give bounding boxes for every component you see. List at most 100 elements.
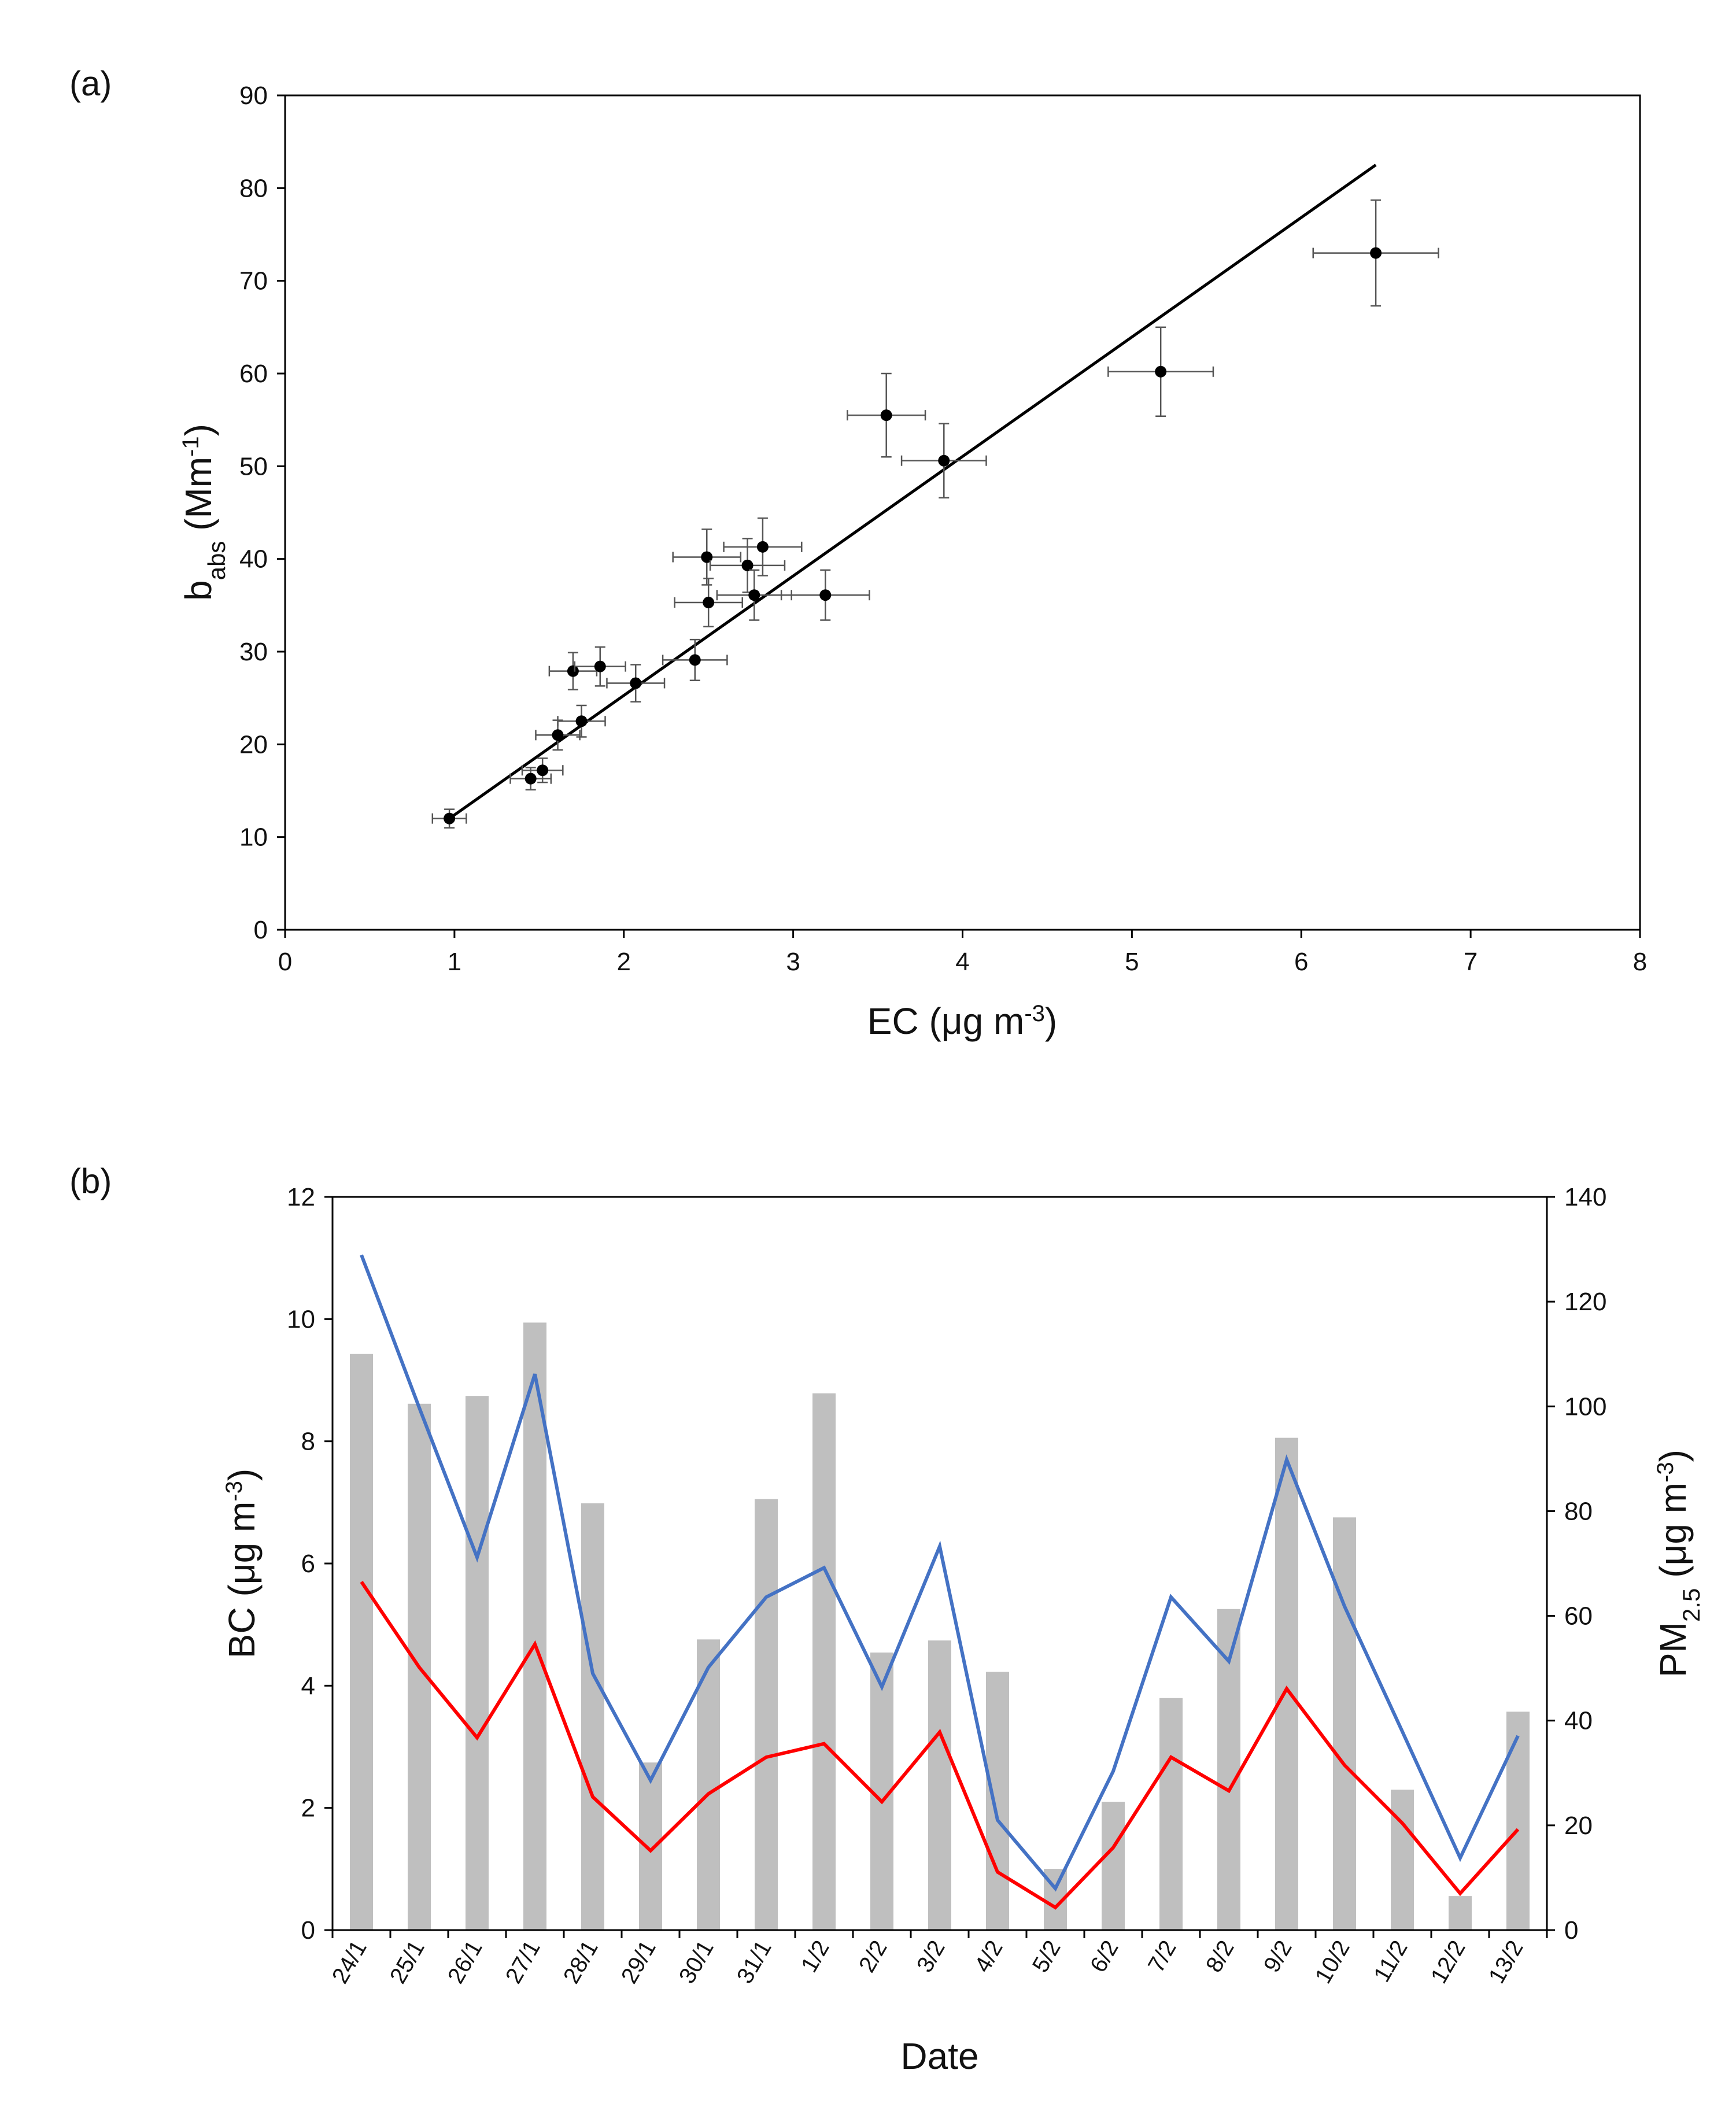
panel-a-data-point (703, 597, 715, 609)
panel-b-left-y-tick-label: 2 (301, 1794, 315, 1823)
panel-b-date-label: 3/2 (912, 1936, 950, 1977)
panel-a-y-tick-label: 30 (239, 638, 268, 666)
panel-a-data-point (1370, 247, 1382, 259)
panel-a-y-tick-label: 0 (254, 916, 268, 944)
panel-a-x-tick-label: 0 (278, 948, 292, 976)
panel-b-pm25-bar (986, 1672, 1009, 1930)
panel-a-data-point (748, 589, 760, 601)
panel-b-left-y-tick-label: 0 (301, 1916, 315, 1945)
panel-b-left-y-ticks: 0 2 4 6 8 10 12 (287, 1183, 333, 1945)
panel-b-right-y-tick-label: 0 (1564, 1916, 1578, 1945)
panel-b-date-label: 30/1 (674, 1936, 719, 1988)
panel-b-right-y-tick-label: 40 (1564, 1707, 1593, 1735)
panel-b-date-label: 5/2 (1028, 1936, 1066, 1977)
panel-a-data-point (567, 665, 579, 677)
panel-b-date-label: 8/2 (1201, 1936, 1239, 1977)
panel-a-data-point (819, 589, 832, 601)
panel-b-pm25-bar (1102, 1802, 1125, 1930)
panel-b-date-label: 9/2 (1259, 1936, 1297, 1977)
panel-b-red-line (360, 1581, 1520, 1910)
panel-a-data-point (525, 772, 537, 785)
panel-b-right-y-tick-label: 20 (1564, 1812, 1593, 1840)
panel-b-date-label: 11/2 (1369, 1936, 1413, 1987)
panel-a-x-axis-title: EC (μg m-3) (867, 1000, 1057, 1042)
panel-a: (a) 0 1 2 3 4 5 6 7 8 0 10 20 30 40 50 60 70 80 90 EC (μg… (69, 64, 1647, 1042)
panel-b-right-y-tick-label: 140 (1564, 1183, 1606, 1211)
panel-b-label: (b) (69, 1162, 112, 1200)
panel-b-date-label: 29/1 (616, 1936, 661, 1988)
panel-a-data-point (630, 677, 642, 689)
panel-a-x-tick-label: 7 (1464, 948, 1478, 976)
panel-a-y-tick-label: 20 (239, 730, 268, 759)
panel-a-data-point (594, 660, 606, 672)
panel-a-data-point (1155, 365, 1167, 378)
panel-b-right-y-tick-label: 120 (1564, 1288, 1606, 1316)
panel-b-right-y-tick-label: 100 (1564, 1392, 1606, 1421)
panel-b-date-label: 4/2 (970, 1936, 1008, 1977)
panel-a-x-tick-label: 1 (448, 948, 461, 976)
panel-a-x-tick-label: 6 (1294, 948, 1308, 976)
panel-a-data-point (689, 654, 701, 666)
panel-a-plot-frame (284, 94, 1641, 931)
panel-b-date-label: 28/1 (559, 1936, 603, 1988)
panel-b-pm25-bar (812, 1393, 836, 1930)
panel-b-left-y-tick-label: 10 (287, 1305, 315, 1333)
panel-b-right-y-axis-title: PM2.5 (μg m-3) (1652, 1450, 1705, 1677)
panel-a-data-point (701, 551, 713, 563)
panel-b-date-label: 1/2 (796, 1936, 834, 1977)
panel-a-y-axis-title: babs (Mm-1) (178, 424, 230, 601)
panel-a-data-point (938, 454, 950, 467)
panel-b-pm25-bar (466, 1396, 489, 1930)
panel-b-right-y-tick-label: 80 (1564, 1497, 1593, 1525)
panel-b-left-y-tick-label: 6 (301, 1550, 315, 1578)
panel-b-date-label: 2/2 (854, 1936, 892, 1977)
panel-b-pm25-bar (1275, 1437, 1298, 1930)
panel-b-pm25-bar (1333, 1517, 1356, 1930)
panel-a-points (431, 199, 1439, 829)
panel-a-data-point (552, 729, 564, 741)
panel-a-data-point (444, 812, 456, 825)
panel-a-y-ticks: 0 10 20 30 40 50 60 70 80 90 (239, 82, 285, 944)
panel-b-pm25-bar (523, 1322, 546, 1930)
panel-b-date-label: 13/2 (1484, 1936, 1528, 1988)
panel-a-y-tick-label: 80 (239, 174, 268, 202)
panel-a-data-point (756, 541, 769, 553)
panel-b-date-label: 12/2 (1426, 1936, 1471, 1988)
panel-b-date-label: 27/1 (501, 1936, 545, 1988)
panel-b-pm25-bar (1449, 1896, 1472, 1930)
panel-a-y-tick-label: 60 (239, 360, 268, 388)
panel-b-pm25-bar (1159, 1698, 1183, 1930)
panel-a-x-tick-label: 3 (786, 948, 800, 976)
panel-a-y-tick-label: 10 (239, 823, 268, 852)
panel-b-pm25-bar (350, 1354, 373, 1930)
panel-b-blue-line (360, 1254, 1520, 1892)
panel-b-date-label: 26/1 (443, 1936, 487, 1988)
panel-b-date-label: 24/1 (327, 1936, 372, 1988)
panel-a-x-tick-label: 2 (617, 948, 631, 976)
panel-b: (b) 0 2 4 6 8 10 12 0 20 40 60 80 100 120 140 24/1 25/… (69, 1162, 1705, 2077)
panel-a-y-tick-label: 70 (239, 267, 268, 295)
panel-b-pm25-bar (1391, 1790, 1414, 1930)
panel-a-fit-line (448, 164, 1377, 820)
panel-a-data-point (880, 409, 892, 422)
panel-b-x-axis-title: Date (900, 2035, 978, 2077)
panel-a-data-point (575, 715, 588, 727)
panel-b-date-label: 6/2 (1085, 1936, 1124, 1977)
panel-a-y-tick-label: 50 (239, 452, 268, 480)
panel-b-pm25-bar (639, 1762, 662, 1930)
panel-b-date-label: 10/2 (1310, 1936, 1355, 1988)
panel-b-pm25-bar (581, 1503, 604, 1930)
panel-b-left-y-axis-title: BC (μg m-3) (221, 1469, 263, 1658)
panel-a-x-tick-label: 4 (955, 948, 969, 976)
panel-b-left-y-tick-label: 12 (287, 1183, 315, 1211)
panel-b-right-y-tick-label: 60 (1564, 1602, 1593, 1631)
panel-a-data-point (537, 764, 549, 777)
panel-b-date-label: 31/1 (732, 1936, 777, 1988)
panel-a-x-tick-label: 8 (1633, 948, 1647, 976)
panel-b-date-label: 7/2 (1143, 1936, 1181, 1977)
panel-b-right-y-ticks: 0 20 40 60 80 100 120 140 (1547, 1183, 1606, 1945)
panel-b-pm25-bar (755, 1499, 778, 1930)
panel-a-data-point (741, 559, 754, 571)
panel-b-date-label: 25/1 (385, 1936, 430, 1988)
panel-b-x-ticks: 24/1 25/1 26/1 27/1 28/1 29/1 30/1 31/1 1/2 2/2 3/… (327, 1930, 1548, 1988)
